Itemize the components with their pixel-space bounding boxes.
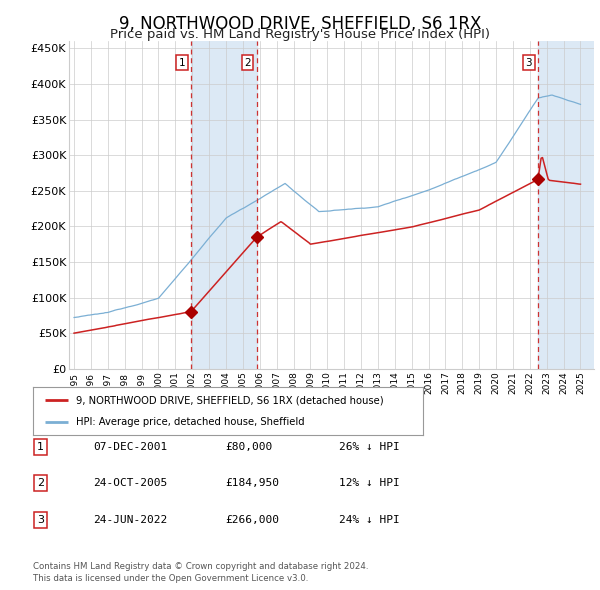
Text: 07-DEC-2001: 07-DEC-2001 [93,442,167,451]
Text: Price paid vs. HM Land Registry's House Price Index (HPI): Price paid vs. HM Land Registry's House … [110,28,490,41]
Text: 1: 1 [37,442,44,451]
Text: £266,000: £266,000 [225,515,279,525]
Text: Contains HM Land Registry data © Crown copyright and database right 2024.
This d: Contains HM Land Registry data © Crown c… [33,562,368,583]
Text: 2: 2 [244,58,251,68]
Bar [538,41,594,369]
Text: £184,950: £184,950 [225,478,279,488]
Text: 9, NORTHWOOD DRIVE, SHEFFIELD, S6 1RX: 9, NORTHWOOD DRIVE, SHEFFIELD, S6 1RX [119,15,481,33]
Text: 1: 1 [178,58,185,68]
Text: 3: 3 [37,515,44,525]
Text: £80,000: £80,000 [225,442,272,451]
Text: 2: 2 [37,478,44,488]
Text: 12% ↓ HPI: 12% ↓ HPI [339,478,400,488]
Bar [191,41,257,369]
Text: 24% ↓ HPI: 24% ↓ HPI [339,515,400,525]
Text: 26% ↓ HPI: 26% ↓ HPI [339,442,400,451]
Text: HPI: Average price, detached house, Sheffield: HPI: Average price, detached house, Shef… [76,417,305,427]
Text: 3: 3 [526,58,532,68]
Text: 24-OCT-2005: 24-OCT-2005 [93,478,167,488]
Text: 24-JUN-2022: 24-JUN-2022 [93,515,167,525]
Text: 9, NORTHWOOD DRIVE, SHEFFIELD, S6 1RX (detached house): 9, NORTHWOOD DRIVE, SHEFFIELD, S6 1RX (d… [76,395,383,405]
